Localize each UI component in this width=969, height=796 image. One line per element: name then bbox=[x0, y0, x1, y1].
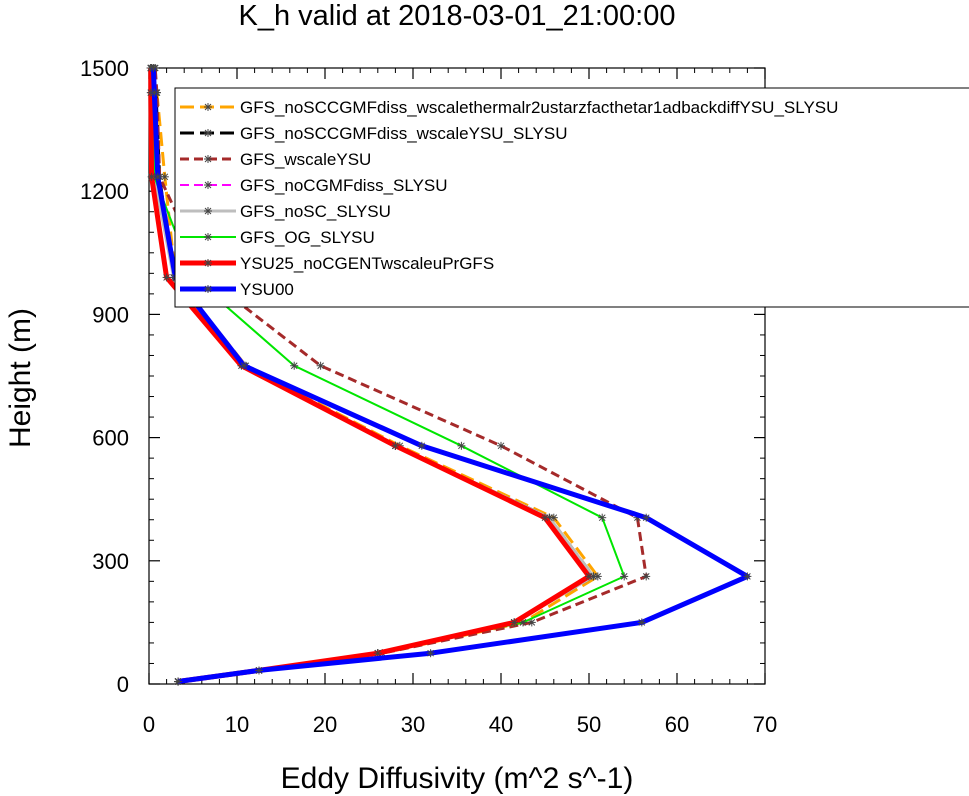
legend-marker bbox=[204, 181, 212, 189]
series-point bbox=[162, 273, 171, 282]
series-point bbox=[174, 677, 183, 686]
x-tick-label: 50 bbox=[577, 712, 601, 737]
x-axis-title: Eddy Diffusivity (m^2 s^-1) bbox=[281, 762, 634, 795]
x-tick-label: 60 bbox=[665, 712, 689, 737]
series-point bbox=[153, 172, 162, 181]
y-tick-label: 900 bbox=[92, 302, 129, 327]
x-tick-label: 70 bbox=[753, 712, 777, 737]
series-point bbox=[497, 441, 505, 450]
y-axis: 0 300 600 900 1200 1500 bbox=[80, 56, 765, 697]
series-point bbox=[290, 361, 299, 370]
series-point bbox=[585, 572, 593, 581]
legend-label: YSU25_noCGENTwscaleuPrGFS bbox=[240, 254, 494, 273]
legend-label: GFS_wscaleYSU bbox=[240, 150, 371, 169]
series-point bbox=[642, 513, 651, 522]
series-point bbox=[598, 513, 607, 522]
series-point bbox=[620, 572, 629, 581]
series-point bbox=[149, 64, 158, 72]
x-tick-label: 0 bbox=[143, 712, 155, 737]
legend-marker bbox=[204, 129, 212, 137]
series-point bbox=[417, 441, 426, 450]
y-tick-label: 300 bbox=[92, 549, 129, 574]
legend-box bbox=[174, 87, 969, 308]
y-axis-title: Height (m) bbox=[4, 308, 37, 448]
legend-marker bbox=[204, 103, 212, 111]
legend-label: YSU00 bbox=[240, 280, 294, 299]
legend-label: GFS_noCGMFdiss_SLYSU bbox=[240, 176, 448, 195]
series-point bbox=[240, 361, 249, 370]
series-point bbox=[642, 572, 651, 581]
series-point bbox=[391, 441, 400, 450]
series-point bbox=[373, 649, 382, 658]
x-tick-label: 40 bbox=[489, 712, 513, 737]
series-point bbox=[541, 513, 549, 522]
series-point bbox=[743, 572, 752, 581]
legend-marker bbox=[204, 233, 212, 241]
x-tick-label: 20 bbox=[313, 712, 337, 737]
series-point bbox=[316, 361, 325, 370]
legend-marker bbox=[204, 259, 212, 267]
legend-marker bbox=[204, 285, 212, 293]
series-point bbox=[637, 618, 646, 627]
legend-label: GFS_noSC_SLYSU bbox=[240, 202, 391, 221]
series-point bbox=[510, 618, 519, 627]
series-line-6 bbox=[148, 68, 592, 684]
legend-label: GFS_noSCCGMFdiss_wscaleYSU_SLYSU bbox=[240, 124, 568, 143]
legend-label: GFS_OG_SLYSU bbox=[240, 228, 375, 247]
legend-marker bbox=[204, 207, 212, 215]
chart-title: K_h valid at 2018-03-01_21:00:00 bbox=[239, 0, 676, 32]
y-tick-label: 1500 bbox=[80, 56, 129, 81]
y-tick-label: 0 bbox=[117, 672, 129, 697]
x-axis: 0 10 20 30 40 50 60 70 bbox=[143, 68, 777, 737]
legend: GFS_noSCCGMFdiss_wscalethermalr2ustarzfa… bbox=[174, 87, 969, 308]
series-point bbox=[255, 666, 263, 675]
x-tick-label: 10 bbox=[225, 712, 249, 737]
legend-label: GFS_noSCCGMFdiss_wscalethermalr2ustarzfa… bbox=[240, 98, 838, 117]
y-tick-label: 1200 bbox=[80, 179, 129, 204]
series-point bbox=[426, 649, 435, 658]
series-point bbox=[150, 88, 159, 97]
series-point bbox=[160, 172, 169, 181]
series-line-7 bbox=[150, 67, 750, 684]
x-tick-label: 30 bbox=[401, 712, 425, 737]
y-tick-label: 600 bbox=[92, 426, 129, 451]
series-point bbox=[457, 441, 466, 450]
legend-marker bbox=[204, 155, 212, 163]
